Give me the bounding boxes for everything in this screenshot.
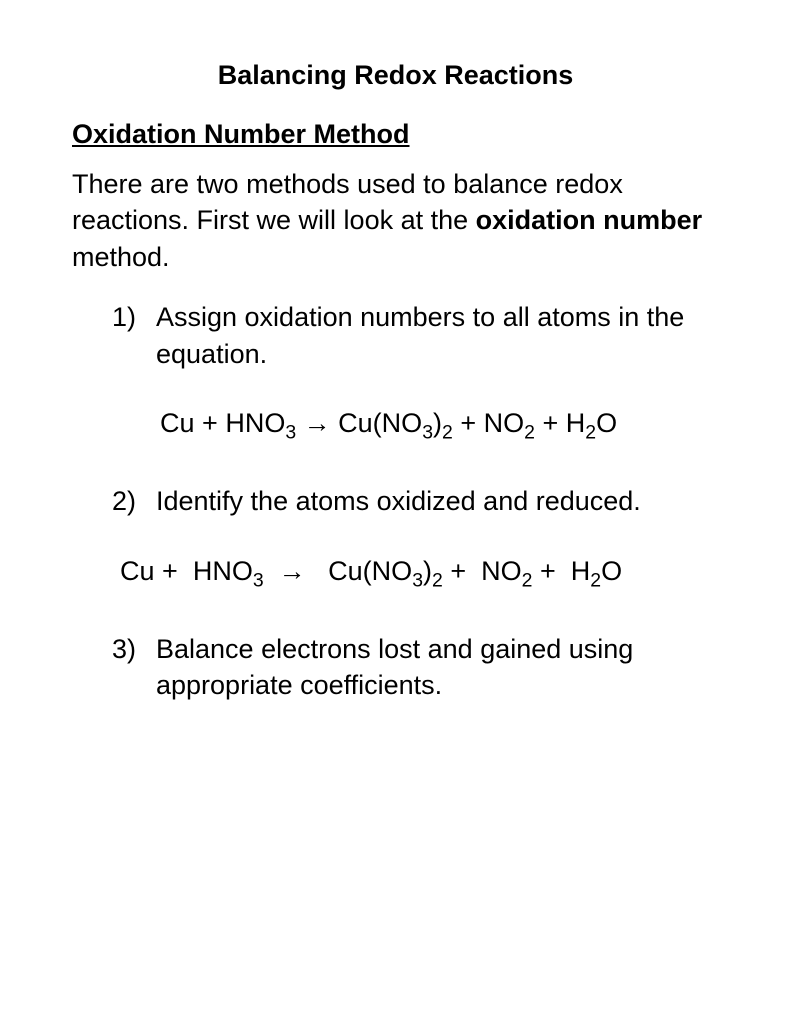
- eq-cu: Cu: [160, 408, 195, 438]
- intro-paragraph: There are two methods used to balance re…: [72, 166, 719, 275]
- eq-cuno-a: Cu(NO: [338, 408, 422, 438]
- eq-no2: NO2: [481, 556, 532, 586]
- eq-plus: +: [542, 408, 558, 438]
- intro-text-2: method.: [72, 242, 170, 272]
- eq-h2o-s: 2: [590, 569, 601, 591]
- eq-cuno-s1: 3: [412, 569, 423, 591]
- eq-plus: +: [450, 556, 466, 586]
- eq-cuno-s2: 2: [442, 422, 453, 444]
- steps-list-cont: 2) Identify the atoms oxidized and reduc…: [72, 483, 719, 519]
- eq-no2: NO2: [484, 408, 535, 438]
- equation-1: Cu + HNO3 → Cu(NO3)2 + NO2 + H2O: [72, 408, 719, 439]
- eq-h2o-a: H: [571, 556, 591, 586]
- step-2-number: 2): [112, 483, 156, 519]
- eq-h2o: H2O: [571, 556, 622, 586]
- eq-cuno-s2: 2: [432, 569, 443, 591]
- intro-bold: oxidation number: [476, 205, 703, 235]
- eq-h2o-s: 2: [585, 422, 596, 444]
- eq-plus: +: [202, 408, 218, 438]
- eq-plus: +: [460, 408, 476, 438]
- eq-cuno-b: ): [433, 408, 442, 438]
- eq-cuno-s1: 3: [422, 422, 433, 444]
- eq-cuno32: Cu(NO3)2: [328, 556, 443, 586]
- eq-cuno32: Cu(NO3)2: [338, 408, 453, 438]
- step-3-text: Balance electrons lost and gained using …: [156, 631, 719, 704]
- eq-no2-a: NO: [484, 408, 525, 438]
- step-1: 1) Assign oxidation numbers to all atoms…: [112, 299, 719, 372]
- eq-plus: +: [162, 556, 178, 586]
- step-3-number: 3): [112, 631, 156, 704]
- eq-cuno-a: Cu(NO: [328, 556, 412, 586]
- steps-list-cont2: 3) Balance electrons lost and gained usi…: [72, 631, 719, 704]
- section-subtitle: Oxidation Number Method: [72, 119, 719, 150]
- equation-2: Cu + HNO3 → Cu(NO3)2 + NO2 + H2O: [72, 556, 719, 587]
- eq-hno3: HNO3: [225, 408, 296, 438]
- eq-h2o: H2O: [566, 408, 617, 438]
- eq-no2-s: 2: [524, 422, 535, 444]
- step-1-number: 1): [112, 299, 156, 372]
- eq-hno3-sub: 3: [285, 422, 296, 444]
- step-2-text: Identify the atoms oxidized and reduced.: [156, 483, 719, 519]
- eq-h2o-b: O: [601, 556, 622, 586]
- eq-no2-a: NO: [481, 556, 522, 586]
- step-3: 3) Balance electrons lost and gained usi…: [112, 631, 719, 704]
- arrow-icon: →: [304, 408, 331, 438]
- page-title: Balancing Redox Reactions: [72, 60, 719, 91]
- eq-cuno-b: ): [423, 556, 432, 586]
- eq-no2-s: 2: [522, 569, 533, 591]
- eq-h2o-b: O: [596, 408, 617, 438]
- eq-plus: +: [540, 556, 556, 586]
- eq-hno3: HNO3: [193, 556, 264, 586]
- step-1-text: Assign oxidation numbers to all atoms in…: [156, 299, 719, 372]
- eq-h2o-a: H: [566, 408, 586, 438]
- step-2: 2) Identify the atoms oxidized and reduc…: [112, 483, 719, 519]
- steps-list: 1) Assign oxidation numbers to all atoms…: [72, 299, 719, 372]
- eq-hno3-base: HNO: [193, 556, 253, 586]
- eq-cu: Cu: [120, 556, 155, 586]
- arrow-icon: →: [279, 556, 306, 586]
- eq-hno3-sub: 3: [253, 569, 264, 591]
- eq-hno3-base: HNO: [225, 408, 285, 438]
